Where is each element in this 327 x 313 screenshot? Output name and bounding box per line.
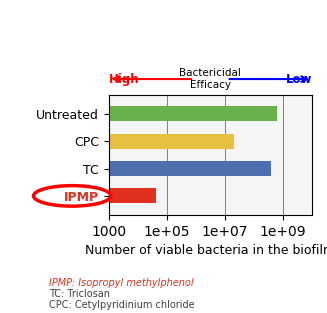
Text: Low: Low bbox=[285, 73, 312, 85]
Bar bbox=[109, 134, 233, 149]
Text: Bactericidal
Efficacy: Bactericidal Efficacy bbox=[180, 68, 241, 90]
Text: IPMP: Isopropyl methylphenol: IPMP: Isopropyl methylphenol bbox=[49, 278, 194, 288]
Bar bbox=[109, 161, 271, 176]
Text: High: High bbox=[109, 73, 139, 85]
Bar bbox=[109, 188, 156, 203]
Bar bbox=[109, 106, 277, 121]
Text: TC: Triclosan: TC: Triclosan bbox=[49, 289, 110, 299]
X-axis label: Number of viable bacteria in the biofilm: Number of viable bacteria in the biofilm bbox=[85, 244, 327, 257]
Text: CPC: Cetylpyridinium chloride: CPC: Cetylpyridinium chloride bbox=[49, 300, 195, 310]
